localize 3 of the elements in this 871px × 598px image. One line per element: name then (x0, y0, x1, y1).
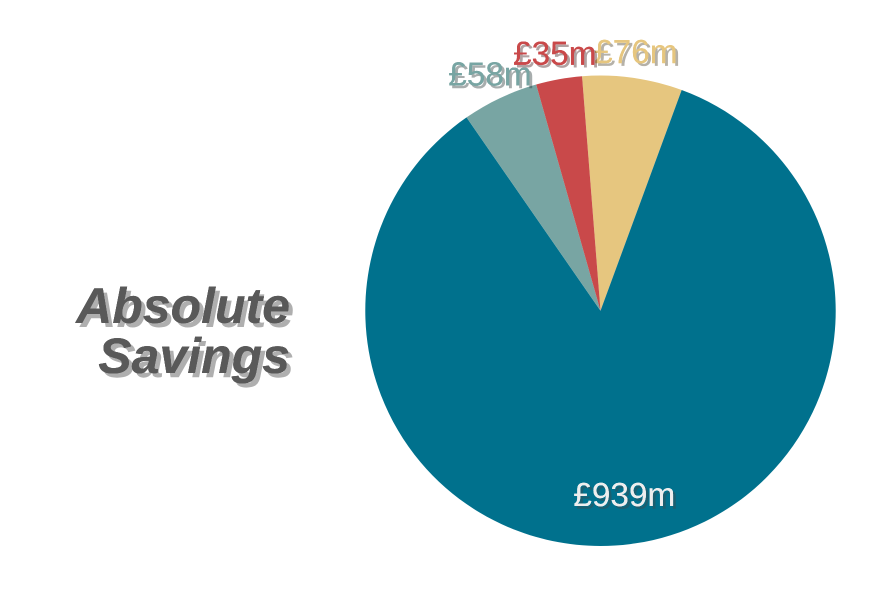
text: Absolute Savings (75, 286, 293, 388)
data-label: £939m (574, 482, 676, 510)
data-label: £76m (595, 40, 678, 66)
